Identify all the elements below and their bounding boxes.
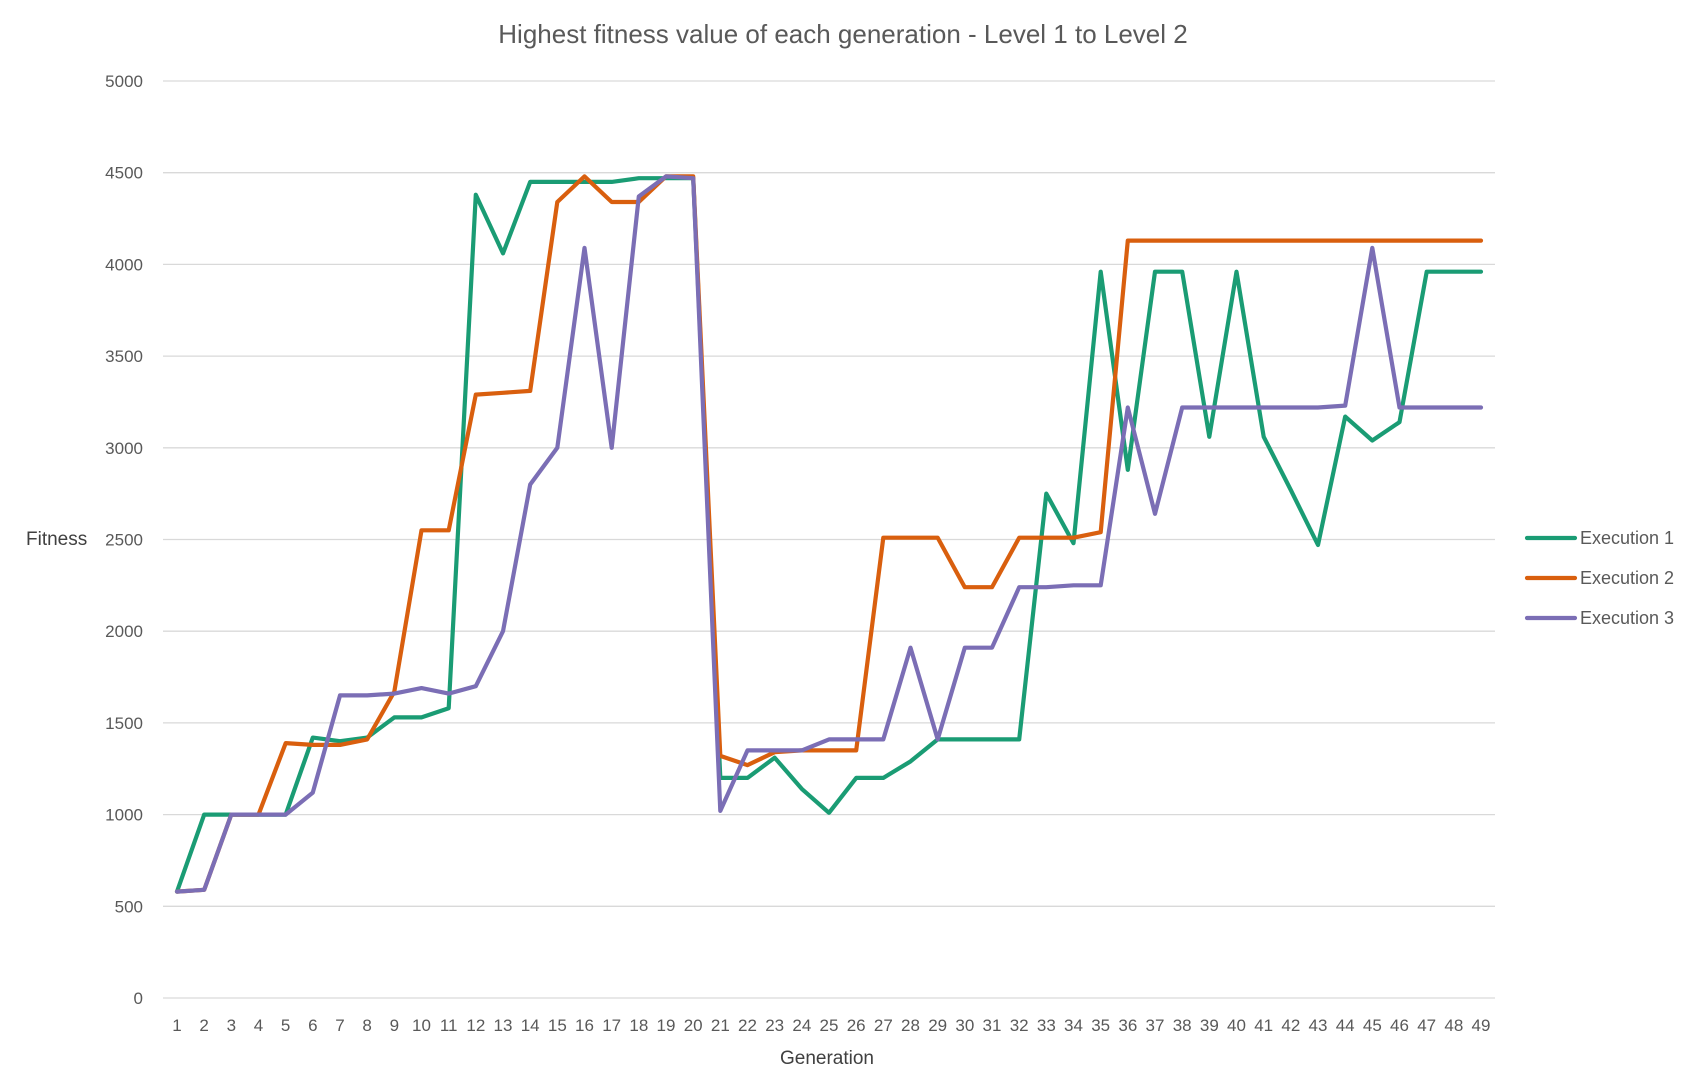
series-lines <box>174 174 1484 894</box>
x-tick-label: 14 <box>521 1016 540 1035</box>
y-tick-label: 3500 <box>105 347 143 366</box>
x-tick-label: 30 <box>955 1016 974 1035</box>
chart-title: Highest fitness value of each generation… <box>498 19 1187 49</box>
x-tick-label: 10 <box>412 1016 431 1035</box>
x-tick-label: 6 <box>308 1016 317 1035</box>
y-tick-label: 1500 <box>105 714 143 733</box>
x-tick-label: 20 <box>684 1016 703 1035</box>
series-line-execution-3 <box>174 174 1484 894</box>
y-tick-label: 3000 <box>105 439 143 458</box>
x-tick-label: 24 <box>792 1016 811 1035</box>
y-tick-label: 0 <box>134 989 143 1008</box>
x-tick-label: 34 <box>1064 1016 1083 1035</box>
x-tick-label: 29 <box>928 1016 947 1035</box>
x-axis-label: Generation <box>780 1048 874 1069</box>
y-tick-label: 1000 <box>105 806 143 825</box>
x-tick-label: 3 <box>227 1016 236 1035</box>
x-tick-label: 18 <box>629 1016 648 1035</box>
x-tick-label: 21 <box>711 1016 730 1035</box>
x-tick-label: 36 <box>1118 1016 1137 1035</box>
x-tick-label: 8 <box>362 1016 371 1035</box>
series-line-execution-2 <box>174 174 1484 894</box>
x-tick-label: 48 <box>1444 1016 1463 1035</box>
y-axis-ticks: 0 500 1000 1500 2000 2500 3000 3500 4000 4500 5000 <box>105 72 143 1008</box>
x-tick-label: 45 <box>1363 1016 1382 1035</box>
gridlines <box>163 80 1495 999</box>
y-tick-label: 4500 <box>105 164 143 183</box>
x-tick-label: 19 <box>657 1016 676 1035</box>
x-tick-label: 39 <box>1200 1016 1219 1035</box>
x-tick-label: 47 <box>1417 1016 1436 1035</box>
x-tick-label: 35 <box>1091 1016 1110 1035</box>
x-tick-label: 11 <box>440 1016 458 1035</box>
x-tick-label: 9 <box>390 1016 399 1035</box>
x-tick-label: 7 <box>335 1016 344 1035</box>
y-tick-label: 5000 <box>105 72 143 91</box>
x-tick-label: 23 <box>765 1016 784 1035</box>
x-tick-label: 16 <box>575 1016 594 1035</box>
x-tick-label: 46 <box>1390 1016 1409 1035</box>
y-tick-label: 2500 <box>105 531 143 550</box>
x-tick-label: 37 <box>1146 1016 1165 1035</box>
x-tick-label: 28 <box>901 1016 920 1035</box>
y-tick-label: 2000 <box>105 622 143 641</box>
series-line-execution-1 <box>174 176 1484 894</box>
x-tick-label: 27 <box>874 1016 893 1035</box>
x-tick-label: 44 <box>1336 1016 1355 1035</box>
x-tick-label: 38 <box>1173 1016 1192 1035</box>
x-tick-label: 32 <box>1010 1016 1029 1035</box>
x-tick-label: 43 <box>1309 1016 1328 1035</box>
y-tick-label: 4000 <box>105 255 143 274</box>
legend-label-execution-3: Execution 3 <box>1580 608 1674 628</box>
x-tick-label: 12 <box>466 1016 485 1035</box>
legend: Execution 1 Execution 2 Execution 3 <box>1524 528 1674 628</box>
x-tick-label: 1 <box>172 1016 181 1035</box>
legend-label-execution-2: Execution 2 <box>1580 568 1674 588</box>
x-tick-label: 41 <box>1254 1016 1273 1035</box>
x-tick-label: 5 <box>281 1016 290 1035</box>
x-tick-label: 31 <box>983 1016 1002 1035</box>
legend-label-execution-1: Execution 1 <box>1580 528 1674 548</box>
x-tick-label: 49 <box>1472 1016 1491 1035</box>
x-tick-label: 15 <box>548 1016 567 1035</box>
x-tick-label: 2 <box>199 1016 208 1035</box>
x-tick-label: 40 <box>1227 1016 1246 1035</box>
y-axis-label: Fitness <box>26 529 87 550</box>
x-tick-label: 17 <box>602 1016 621 1035</box>
x-tick-label: 33 <box>1037 1016 1056 1035</box>
x-tick-label: 4 <box>254 1016 263 1035</box>
y-tick-label: 500 <box>115 897 143 916</box>
x-axis-ticks: 1 2 3 4 5 6 7 8 9 10 11 12 13 14 15 16 17 18 19 20 21 22 23 24 2… <box>172 1016 1490 1035</box>
x-tick-label: 42 <box>1281 1016 1300 1035</box>
x-tick-label: 13 <box>494 1016 513 1035</box>
x-tick-label: 22 <box>738 1016 757 1035</box>
x-tick-label: 25 <box>820 1016 839 1035</box>
x-tick-label: 26 <box>847 1016 866 1035</box>
